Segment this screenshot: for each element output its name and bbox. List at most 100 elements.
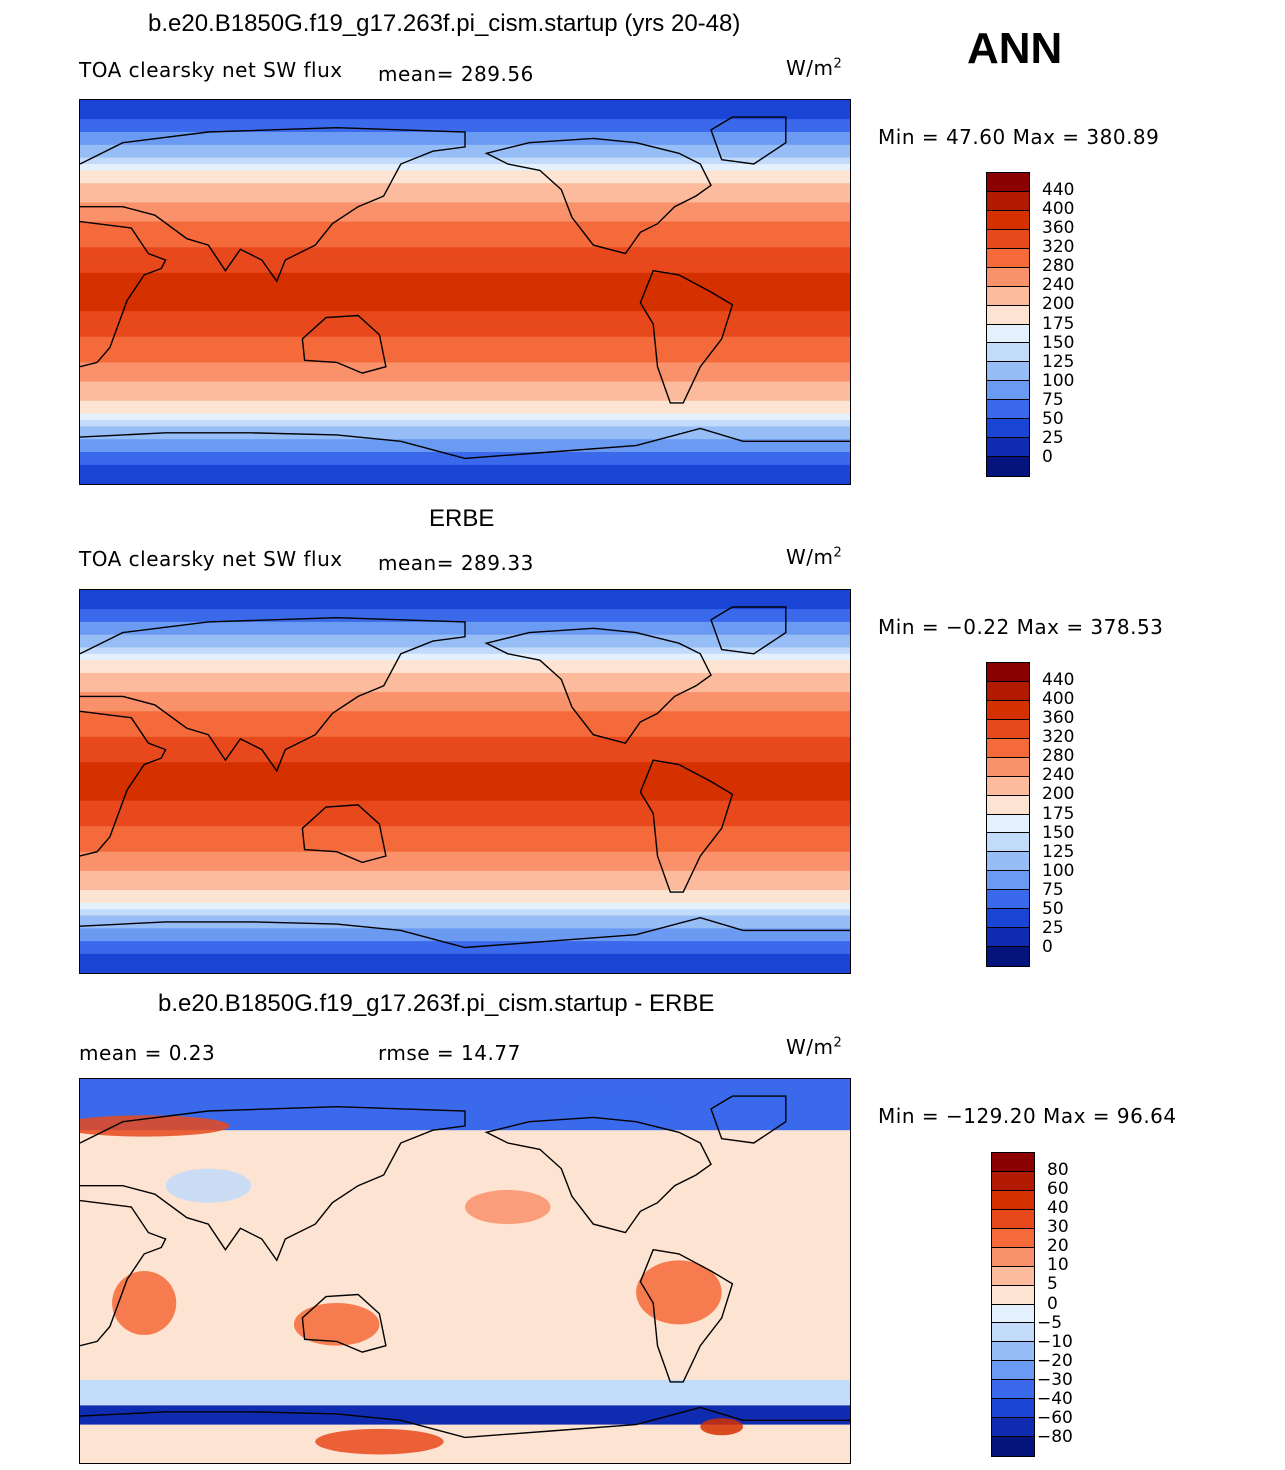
coastline [301,1293,387,1353]
zonal-band [80,471,850,479]
zonal-band [80,1367,850,1375]
panel1-variable-label: TOA clearsky net SW flux [79,58,343,82]
colorbar-tick-label: −5 [1037,1312,1063,1333]
colorbar-tick-label: 400 [1042,689,1075,710]
zonal-band [80,660,850,668]
colorbar-tick-label: 440 [1042,670,1075,691]
coastline [80,220,167,368]
zonal-band [80,1130,850,1138]
zonal-band [80,228,850,236]
zonal-band [80,1443,850,1452]
colorbar-tick-label: 150 [1042,822,1075,843]
zonal-band [80,1123,850,1132]
colorbar-tick-label: −80 [1037,1426,1073,1447]
zonal-band [80,813,850,821]
coastline [710,1095,787,1144]
zonal-band [80,1085,850,1093]
zonal-band [80,1226,850,1234]
zonal-band [80,1347,850,1356]
coastline [80,916,850,949]
colorbar-tick-label: 100 [1042,370,1075,391]
zonal-band [80,590,850,598]
zonal-band [80,1335,850,1343]
coastline [80,1406,850,1439]
zonal-band [80,1411,850,1420]
zonal-band [80,1264,850,1272]
anomaly-region [80,1115,230,1137]
colorbar-swatch [992,1285,1034,1305]
colorbar-tick-label: −60 [1037,1407,1073,1428]
colorbar-tick-label: 320 [1042,727,1075,748]
coastline [484,627,712,745]
panel1-minmax-label: Min = 47.60 Max = 380.89 [878,125,1160,149]
zonal-band [80,381,850,389]
zonal-band [80,807,850,815]
zonal-band [80,1309,850,1317]
zonal-band [80,362,850,370]
zonal-band [80,1155,850,1164]
zonal-band [80,356,850,364]
coastline [710,606,787,655]
zonal-band [80,832,850,840]
colorbar-swatch [992,1304,1034,1324]
colorbar-swatch [992,1342,1034,1362]
colorbar-swatch [987,286,1029,306]
colorbar-swatch [987,305,1029,325]
zonal-band [80,285,850,293]
zonal-band [80,1296,850,1304]
panel2-title: ERBE [429,505,495,532]
zonal-band [80,298,850,306]
zonal-band [80,883,850,892]
panel3-title: b.e20.B1850G.f19_g17.263f.pi_cism.startu… [158,990,715,1017]
zonal-band [80,100,850,108]
panel3-map [79,1078,851,1464]
zonal-band [80,125,850,133]
coastline [639,759,734,893]
panel2-map [79,589,851,974]
panel1-map [79,99,851,485]
anomaly-region [293,1303,380,1346]
zonal-band [80,692,850,700]
colorbar-swatch [992,1266,1034,1286]
colorbar-tick-label: 25 [1042,427,1064,448]
zonal-band [80,272,850,281]
zonal-band [80,221,850,229]
zonal-band [80,1258,850,1266]
zonal-band [80,730,850,738]
zonal-band [80,1207,850,1215]
zonal-band [80,1104,850,1112]
zonal-band [80,1437,850,1445]
zonal-band [80,596,850,604]
zonal-band [80,768,850,777]
zonal-band [80,685,850,694]
zonal-band [80,909,850,917]
colorbar-tick-label: 200 [1042,784,1075,805]
panel2-colorbar [986,662,1030,967]
coastline [484,1116,712,1234]
zonal-band [80,966,850,973]
zonal-band [80,1175,850,1183]
coastline [80,1199,167,1347]
colorbar-tick-label: 400 [1042,199,1075,220]
anomaly-region [700,1418,744,1436]
zonal-band [80,464,850,473]
colorbar-swatch [992,1190,1034,1210]
colorbar-tick-label: 150 [1042,332,1075,353]
zonal-band [80,196,850,204]
zonal-band [80,1079,850,1087]
zonal-band [80,1424,850,1432]
anomaly-region [165,1168,252,1203]
panel3-rmse-label: rmse = 14.77 [378,1041,521,1065]
zonal-band [80,458,850,466]
zonal-band [80,151,850,159]
anomaly-region [465,1189,551,1225]
coastline [80,427,850,460]
zonal-band [80,762,850,770]
zonal-band [80,119,850,127]
colorbar-swatch [992,1228,1034,1248]
zonal-band [80,445,850,453]
zonal-band [80,304,850,313]
colorbar-swatch [987,229,1029,249]
zonal-band [80,960,850,968]
coastline [80,710,167,857]
